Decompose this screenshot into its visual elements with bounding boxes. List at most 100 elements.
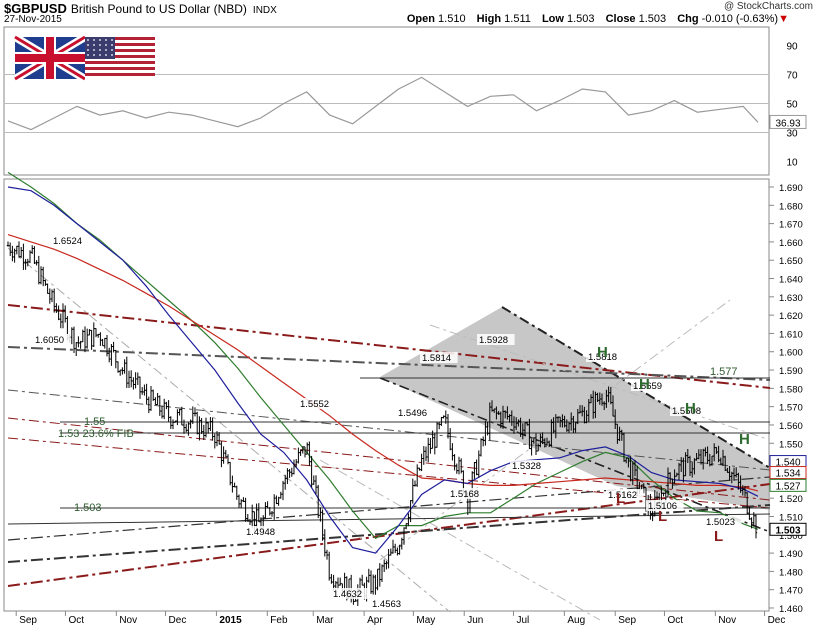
instrument-name: British Pound to US Dollar (NBD)	[70, 2, 247, 16]
price-bar	[737, 472, 740, 490]
head-marker: H	[685, 400, 696, 417]
level-label: 1.577	[710, 366, 738, 378]
uk-flag-icon	[12, 33, 88, 83]
price-bar	[409, 500, 412, 523]
price-bar	[616, 423, 619, 444]
rsi-tick-label: 90	[786, 42, 798, 53]
price-bar	[44, 279, 47, 286]
month-tick-label: Nov	[119, 615, 137, 626]
price-bar	[475, 459, 478, 476]
price-bar	[486, 421, 489, 436]
price-tick-label: 1.680	[779, 201, 803, 212]
moving-average-line	[7, 186, 759, 554]
price-bar	[288, 468, 291, 478]
price-bar	[61, 303, 65, 329]
price-point-label: 1.4632	[333, 589, 362, 600]
price-bar	[561, 414, 564, 428]
price-tag: 1.527	[769, 478, 807, 492]
close-value: 1.503	[638, 13, 667, 25]
price-bar	[726, 467, 729, 473]
rsi-value-label: 36.93	[775, 118, 800, 129]
price-tick-label: 1.460	[779, 604, 803, 615]
head-marker: H	[639, 376, 650, 393]
price-bars	[6, 241, 758, 606]
month-tick-label: May	[416, 615, 435, 626]
price-bar	[55, 303, 58, 313]
month-tick-label: Dec	[169, 615, 187, 626]
svg-text:1.540: 1.540	[775, 458, 800, 469]
moving-average-line	[7, 234, 759, 492]
price-tick-label: 1.690	[779, 183, 803, 194]
price-point-label: 1.5928	[479, 335, 508, 346]
price-bar	[539, 433, 542, 448]
price-bar	[605, 389, 608, 408]
price-bar	[748, 506, 751, 520]
price-point-label: 1.5814	[422, 353, 451, 364]
price-tick-label: 1.470	[779, 586, 803, 597]
chart-title: $GBPUSD British Pound to US Dollar (NBD) I…	[4, 1, 277, 16]
month-tick-label: Oct	[667, 615, 683, 626]
month-tick-label: Oct	[68, 615, 84, 626]
price-bar	[420, 453, 423, 472]
svg-text:1.527: 1.527	[775, 481, 800, 492]
price-point-label: 1.5168	[450, 489, 479, 500]
price-bar	[376, 568, 379, 591]
level-label: 1.55	[84, 416, 105, 428]
price-panel	[3, 178, 770, 612]
exchange: INDX	[252, 5, 277, 16]
brand-watermark: @ StockCharts.com	[723, 1, 813, 12]
low-marker: L	[714, 528, 723, 545]
month-tick-label: Feb	[270, 615, 288, 626]
symbol: $GBPUSD	[4, 1, 67, 16]
price-bar	[387, 549, 390, 569]
price-x-axis: Sep Oct Nov Dec 2015 Feb Mar Apr May Jun Jul Aug Sep…	[15, 611, 786, 626]
price-tick-label: 1.650	[779, 256, 803, 267]
price-tick-label: 1.490	[779, 549, 803, 560]
chg-down-arrow-icon: ▼	[778, 13, 789, 25]
price-bar	[24, 259, 27, 270]
rsi-current-tag: 36.93	[769, 114, 807, 129]
price-bar	[332, 574, 335, 591]
moving-average-line	[7, 171, 759, 540]
price-bar	[583, 406, 586, 424]
low-marker: L	[658, 508, 667, 525]
chg-value: -0.010 (-0.63%)	[701, 13, 779, 25]
price-bar	[594, 391, 597, 419]
price-bar	[299, 449, 302, 456]
price-bar	[442, 415, 445, 419]
svg-text:1.534: 1.534	[775, 469, 800, 480]
price-bar	[277, 496, 280, 506]
month-tick-label: Dec	[768, 615, 786, 626]
price-point-label: 1.4948	[246, 527, 275, 538]
price-bar	[693, 458, 696, 475]
month-tick-label: Aug	[567, 615, 585, 626]
price-bar	[682, 457, 685, 483]
ohlc-readout: Open 1.510 High 1.511 Low 1.503 Close 1.…	[407, 13, 789, 25]
price-bar	[517, 419, 520, 427]
price-point-label: 1.5659	[633, 381, 662, 392]
price-point-label: 1.6524	[53, 236, 82, 247]
price-tag: 1.534	[769, 466, 807, 480]
price-tick-label: 1.610	[779, 329, 803, 340]
price-bar	[33, 246, 36, 265]
price-bar	[453, 454, 456, 471]
chart-header: $GBPUSD British Pound to US Dollar (NBD) I…	[0, 0, 821, 26]
channel-shading	[380, 307, 770, 510]
price-bar	[671, 478, 674, 489]
head-marker: H	[597, 344, 608, 361]
month-tick-label: Sep	[19, 615, 37, 626]
price-tick-label: 1.640	[779, 275, 803, 286]
price-point-label: 1.6050	[35, 335, 64, 346]
month-tick-label: Jun	[467, 615, 483, 626]
price-tick-label: 1.630	[779, 293, 803, 304]
chg-label: Chg	[677, 13, 699, 25]
chart-annotations: 1.6524 1.6050 1.5552 1.4948 1.4632 1.4563 1.58…	[33, 235, 750, 610]
level-label: 1.53 23.6% FIB	[58, 428, 134, 440]
moving-averages	[7, 171, 759, 554]
level-label: 1.503	[74, 502, 102, 514]
open-label: Open	[406, 13, 435, 25]
price-bar	[398, 544, 401, 555]
price-point-label: 1.5162	[608, 490, 637, 501]
head-marker: H	[739, 431, 750, 448]
price-tick-label: 1.660	[779, 238, 803, 249]
